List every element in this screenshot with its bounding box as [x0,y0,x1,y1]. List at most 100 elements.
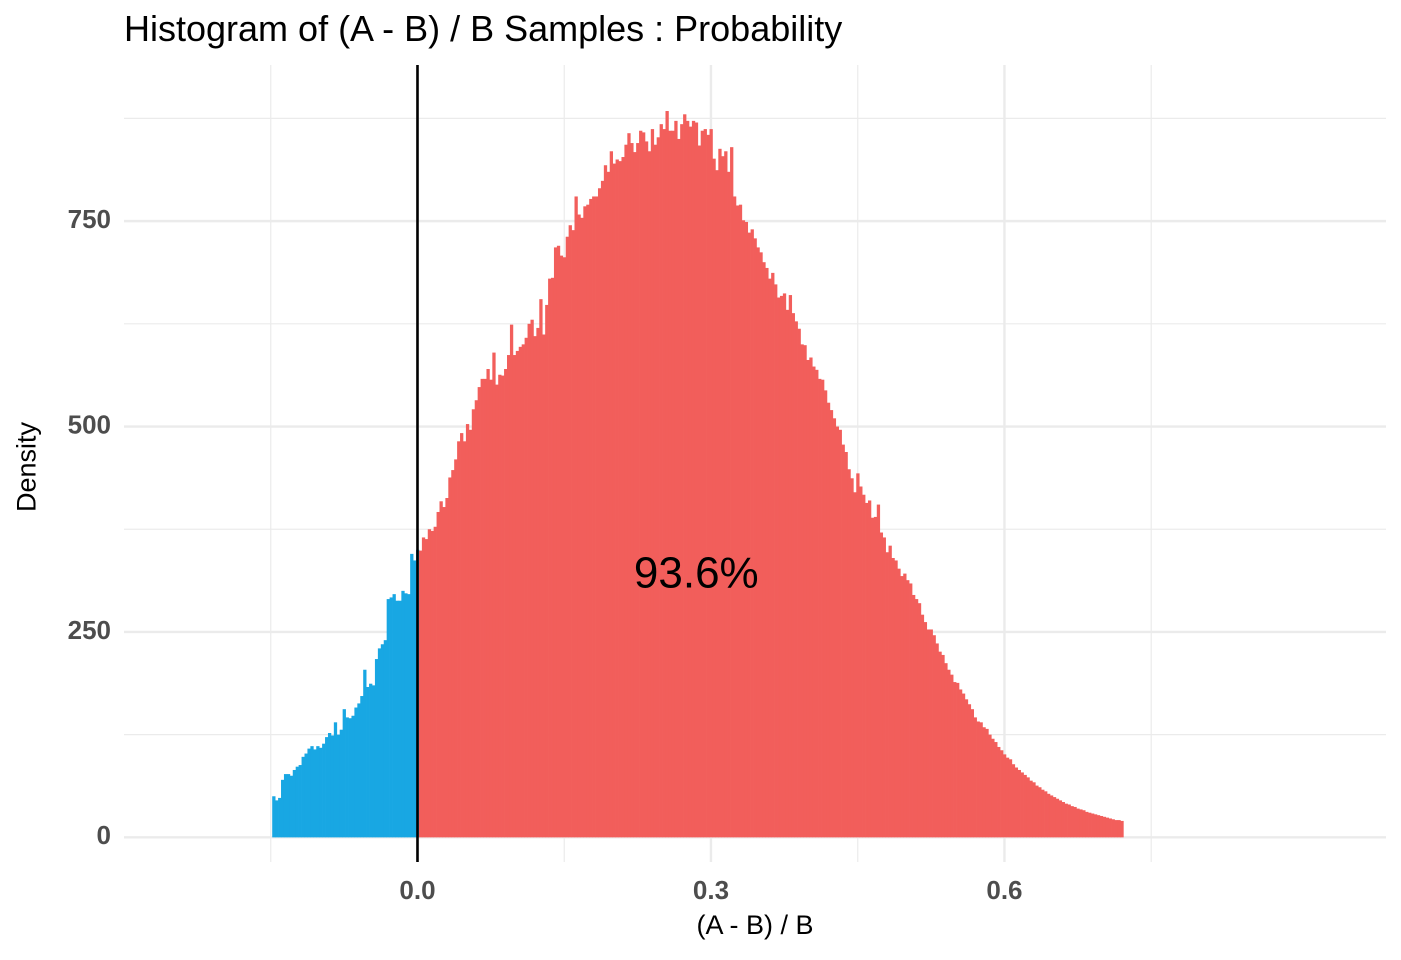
histogram-bar [1070,806,1074,838]
histogram-bar [779,295,784,838]
histogram-bar [1044,791,1048,838]
histogram-bar [982,727,986,838]
histogram-bar [1014,767,1019,838]
histogram-bar [1117,820,1121,838]
histogram-bar [551,277,555,838]
histogram-bar [985,728,989,838]
histogram-bar [618,161,622,838]
histogram-bar [556,245,561,838]
histogram-bar [1061,802,1065,838]
histogram-bar [342,709,346,838]
histogram-bar [316,746,320,838]
histogram-bar [1052,797,1057,838]
histogram-bar [386,599,390,838]
histogram-bar [700,130,704,838]
histogram-bar [885,552,889,838]
histogram-bar [900,576,904,838]
histogram-bar [756,247,760,838]
histogram-bar [806,359,810,838]
histogram-bar [474,400,479,838]
histogram-bar [1111,819,1115,838]
histogram-bar [923,622,928,838]
histogram-bar [1058,800,1063,838]
histogram-bar [991,738,995,838]
x-axis-title: (A - B) / B [696,910,814,940]
histogram-bar [392,594,396,838]
histogram-bar [609,151,614,838]
y-tick-label: 250 [68,615,111,645]
histogram-bar [744,221,749,838]
x-tick-label: 0.0 [399,875,435,905]
histogram-bar [295,766,299,838]
histogram-bar [929,629,933,838]
histogram-bar [336,734,341,838]
histogram-bar [841,444,845,838]
histogram-bar [1038,787,1042,838]
histogram-bar [809,357,813,838]
histogram-bar [1064,803,1068,838]
histogram-bar [961,693,966,838]
histogram-bar [304,753,308,838]
histogram-bar [597,188,602,838]
histogram-bar [826,402,831,838]
histogram-bar [762,262,766,838]
histogram-bar [815,369,819,838]
histogram-bar [941,654,945,838]
histogram-bar [621,157,625,838]
histogram-bar [460,433,464,838]
histogram-bar [509,324,514,838]
histogram-bar [366,686,370,838]
histogram-bar [486,369,490,838]
histogram-bar [732,196,737,838]
histogram-bar [650,129,655,838]
x-tick-label: 0.3 [693,875,729,905]
histogram-bar [301,756,305,838]
histogram-bar [659,124,663,838]
histogram-bar [838,429,842,838]
histogram-bar [1073,806,1077,838]
histogram-bar [612,163,616,838]
histogram-bar [398,600,402,838]
histogram-bar [856,473,860,838]
histogram-bar [1049,795,1054,838]
histogram-bar [454,459,458,838]
histogram-bar [844,451,848,838]
histogram-bar [325,737,329,838]
histogram-bar [574,196,578,838]
histogram-bar [788,295,793,838]
histogram-bar [656,137,660,838]
histogram-bar [363,669,367,838]
histogram-bar [565,236,569,838]
histogram-bar [1120,820,1124,838]
histogram-bar [348,718,352,838]
histogram-bar [730,147,734,838]
histogram-bar [639,130,643,838]
histogram-bar [289,775,294,838]
histogram-bar [424,539,429,838]
histogram-bar [771,272,775,838]
histogram-bar [1105,817,1110,838]
histogram-bar [451,470,455,838]
histogram-bar [583,206,587,838]
histogram-bar [785,309,790,838]
histogram-bar [800,344,804,838]
histogram-bar [735,205,740,838]
histogram-bar [553,247,558,838]
histogram-bar [774,284,778,838]
histogram-bar [697,145,702,838]
histogram-bar [577,214,581,838]
histogram-bar [586,204,590,838]
histogram-bar [912,594,916,838]
histogram-bar [694,122,699,838]
histogram-bar [1102,816,1107,838]
histogram-bar [894,560,898,838]
histogram-bar [292,769,297,838]
histogram-bar [715,170,719,838]
histogram-bar [683,114,687,838]
histogram-bar [595,196,599,838]
histogram-bar [1088,812,1092,838]
histogram-bar [1076,808,1080,838]
histogram-bar [633,152,637,838]
